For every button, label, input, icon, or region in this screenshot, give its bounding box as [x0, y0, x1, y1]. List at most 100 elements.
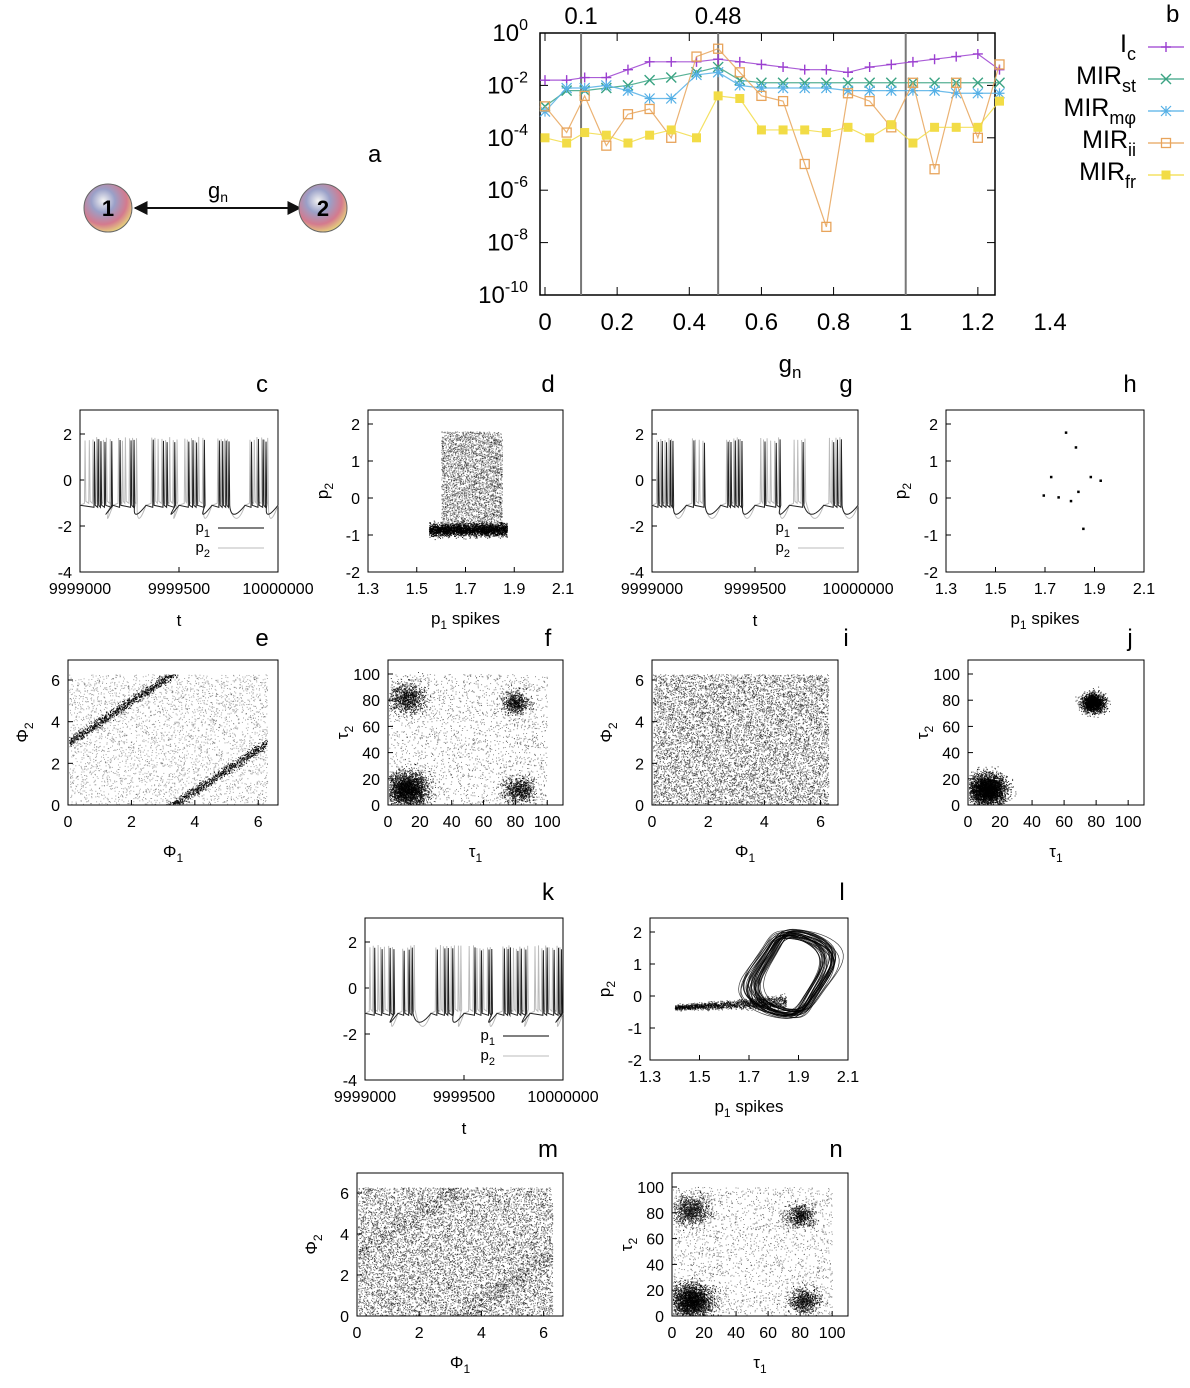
data-point — [455, 501, 456, 502]
data-point — [580, 128, 589, 137]
data-point — [488, 436, 489, 437]
panel-d-plot-area — [368, 410, 563, 572]
data-point — [448, 507, 449, 508]
data-point — [448, 463, 449, 464]
data-point — [449, 522, 450, 523]
data-point — [461, 519, 462, 520]
data-point — [488, 508, 489, 509]
data-point — [666, 94, 676, 104]
data-point — [489, 512, 490, 513]
data-point — [442, 515, 443, 516]
data-point — [479, 463, 480, 464]
data-point — [451, 468, 452, 469]
data-point — [442, 440, 443, 441]
data-point — [447, 518, 448, 519]
data-point — [478, 502, 479, 503]
data-point — [477, 509, 478, 510]
data-point — [446, 438, 447, 439]
data-point — [478, 501, 479, 502]
data-point — [442, 478, 443, 479]
data-point — [487, 437, 488, 438]
data-point — [502, 467, 503, 468]
data-point — [473, 432, 474, 433]
panel-c-chart: c20-2-49999000 9999500 10000000tp1p2 — [49, 371, 314, 630]
data-point — [493, 441, 494, 442]
data-point — [450, 514, 451, 515]
data-point — [480, 490, 481, 491]
data-point — [486, 460, 487, 461]
data-point — [465, 431, 466, 432]
data-point — [472, 517, 473, 518]
data-point — [467, 440, 468, 441]
data-point — [457, 431, 458, 432]
data-point — [488, 519, 489, 520]
data-point — [454, 486, 455, 487]
data-point — [442, 506, 443, 507]
data-point — [458, 437, 459, 438]
data-point — [467, 456, 468, 457]
legend-label: MIRmφ — [1064, 94, 1137, 128]
data-point — [486, 498, 487, 499]
data-point — [886, 59, 896, 69]
data-point — [488, 504, 489, 505]
data-point — [495, 491, 496, 492]
data-point — [483, 495, 484, 496]
data-point — [473, 495, 474, 496]
data-point — [484, 483, 485, 484]
data-point — [800, 83, 810, 93]
data-point — [470, 443, 471, 444]
legend-label: MIRii — [1082, 126, 1136, 160]
data-point — [466, 459, 467, 460]
data-point — [886, 86, 896, 96]
figure: a gn 1 2 b 10010-210-410-610-810-100 0.2 0… — [0, 0, 1190, 1388]
data-point — [494, 488, 495, 489]
data-point — [480, 513, 481, 514]
data-point — [487, 513, 488, 514]
data-point — [481, 462, 482, 463]
data-point — [462, 503, 463, 504]
data-point — [450, 467, 451, 468]
data-point — [490, 491, 491, 492]
data-point — [449, 471, 450, 472]
data-point — [480, 486, 481, 487]
data-point — [448, 521, 449, 522]
data-point — [1161, 42, 1171, 52]
panel-b-plot-area: 10010-210-410-610-810-100 0.2 0.4 0.6 0.8 1 1.… — [478, 3, 1067, 336]
data-point — [463, 511, 464, 512]
data-point — [951, 52, 961, 62]
data-point — [456, 482, 457, 483]
data-point — [473, 457, 474, 458]
data-point — [930, 86, 940, 96]
data-point — [491, 444, 492, 445]
y-tick-label: 100 — [492, 17, 528, 47]
data-point — [865, 133, 874, 142]
data-point — [457, 437, 458, 438]
data-point — [494, 510, 495, 511]
data-point — [452, 487, 453, 488]
panel-b-chart: b 10010-210-410-610-810-100 0.2 0.4 0.6 0.8 1… — [478, 1, 1184, 382]
data-point — [460, 494, 461, 495]
data-point — [448, 432, 449, 433]
data-point — [498, 476, 499, 477]
data-point — [500, 433, 501, 434]
data-point — [491, 487, 492, 488]
data-point — [454, 505, 455, 506]
data-point — [472, 466, 473, 467]
data-point — [488, 439, 489, 440]
data-point — [485, 457, 486, 458]
x-tick-label: 9999000 — [49, 581, 111, 598]
data-point — [466, 522, 467, 523]
data-point — [475, 518, 476, 519]
data-point — [496, 478, 497, 479]
data-point — [450, 504, 451, 505]
data-point — [445, 467, 446, 468]
data-point — [778, 83, 788, 93]
data-point — [502, 452, 503, 453]
data-point — [460, 501, 461, 502]
data-point — [489, 521, 490, 522]
data-point — [475, 496, 476, 497]
data-point — [454, 469, 455, 470]
data-point — [476, 450, 477, 451]
data-point — [491, 509, 492, 510]
data-point — [455, 507, 456, 508]
